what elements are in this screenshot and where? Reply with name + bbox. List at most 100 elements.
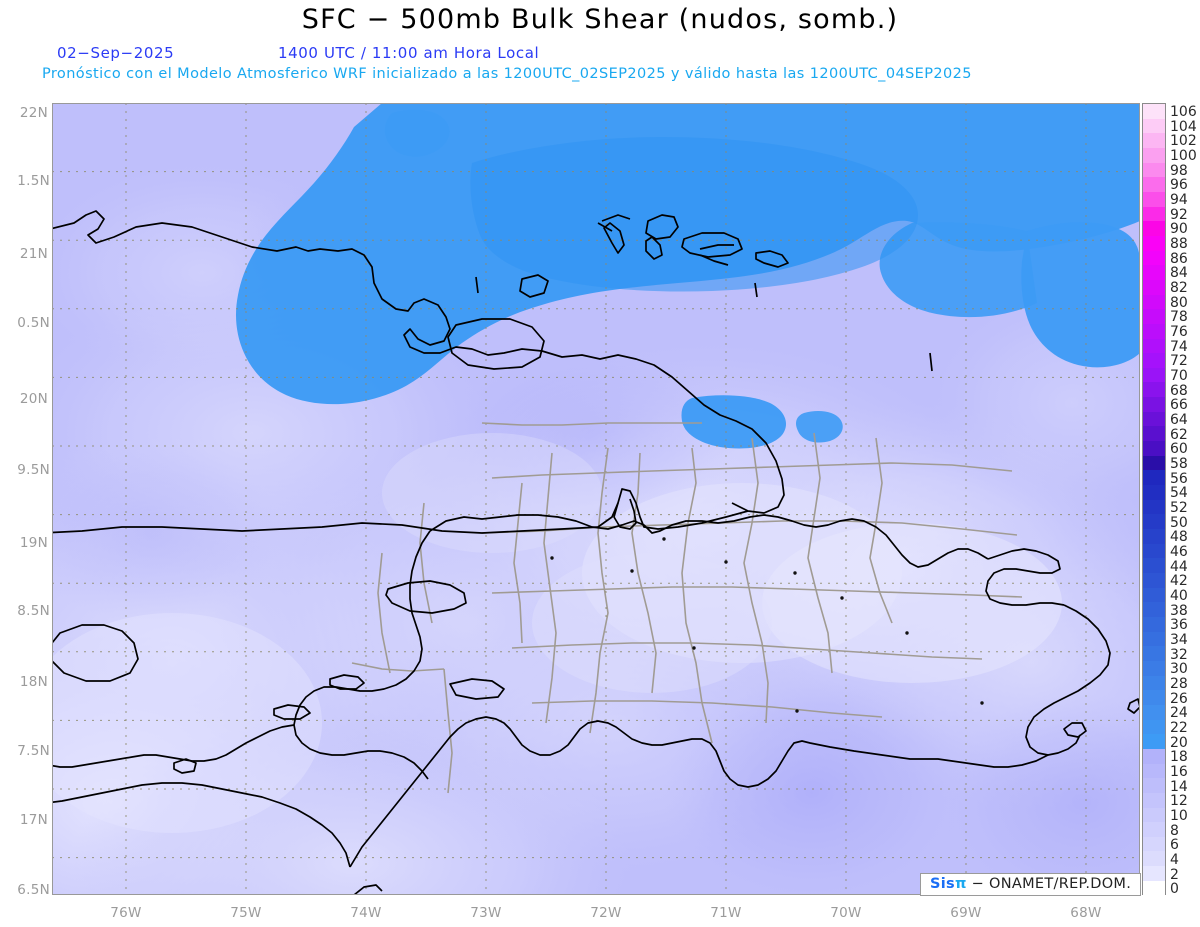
colorbar-cell [1143, 602, 1165, 617]
colorbar-cell [1143, 719, 1165, 735]
colorbar-cell [1143, 660, 1165, 676]
colorbar-cell [1143, 104, 1165, 119]
x-axis-label: 68W [1070, 905, 1102, 921]
colorbar-cell [1143, 690, 1165, 705]
colorbar-cell [1143, 177, 1165, 192]
colorbar-cell [1143, 426, 1165, 442]
colorbar-cell [1143, 748, 1165, 764]
colorbar[interactable] [1142, 103, 1166, 896]
colorbar-cell [1143, 529, 1165, 544]
colorbar-cell [1143, 279, 1165, 295]
colorbar-tick-label: 14 [1170, 778, 1188, 795]
x-axis-label: 69W [950, 905, 982, 921]
x-axis-label: 72W [590, 905, 622, 921]
x-axis-label: 76W [110, 905, 142, 921]
y-axis-label: 17N [19, 812, 48, 828]
page-title: SFC − 500mb Bulk Shear (nudos, somb.) [301, 4, 899, 35]
valid-time-label: 1400 UTC / 11:00 am Hora Local [278, 44, 540, 62]
colorbar-cell [1143, 734, 1165, 749]
colorbar-tick-label: 106 [1170, 104, 1197, 121]
run-date-label: 02−Sep−2025 [57, 44, 175, 62]
y-axis-label: 6.5N [17, 882, 50, 898]
colorbar-cell [1143, 338, 1165, 354]
logo-sis-text: Sis [930, 876, 955, 892]
colorbar-tick-label: 42 [1170, 573, 1188, 590]
model-description-label: Pronóstico con el Modelo Atmosferico WRF… [42, 66, 972, 82]
colorbar-cell [1143, 631, 1165, 647]
colorbar-tick-label: 72 [1170, 353, 1188, 370]
city-dots [550, 537, 984, 713]
colorbar-cell [1143, 704, 1165, 720]
colorbar-tick-label: 64 [1170, 412, 1188, 429]
y-axis-label: 0.5N [17, 315, 50, 331]
x-axis-label: 70W [830, 905, 862, 921]
colorbar-tick-label: 74 [1170, 338, 1188, 355]
colorbar-tick-label: 82 [1170, 280, 1188, 297]
colorbar-cell [1143, 221, 1165, 236]
colorbar-cell [1143, 411, 1165, 427]
colorbar-tick-label: 104 [1170, 118, 1197, 135]
colorbar-cell [1143, 880, 1165, 896]
colorbar-cell [1143, 147, 1165, 163]
y-axis-label: 7.5N [17, 743, 50, 759]
colorbar-tick-label: 30 [1170, 661, 1188, 678]
colorbar-cell [1143, 294, 1165, 310]
shading-layer [52, 103, 1140, 895]
header: SFC − 500mb Bulk Shear (nudos, somb.) 02… [0, 0, 1200, 95]
colorbar-cell [1143, 485, 1165, 500]
colorbar-cell [1143, 250, 1165, 266]
colorbar-cell [1143, 807, 1165, 823]
colorbar-tick-label: 70 [1170, 368, 1188, 385]
colorbar-tick-label: 102 [1170, 133, 1197, 150]
x-axis-label: 73W [470, 905, 502, 921]
colorbar-tick-label: 32 [1170, 646, 1188, 663]
colorbar-tick-label: 90 [1170, 221, 1188, 238]
weather-map[interactable] [52, 103, 1140, 895]
colorbar-tick-label: 34 [1170, 632, 1188, 649]
colorbar-cell [1143, 191, 1165, 207]
colorbar-cell [1143, 778, 1165, 793]
x-axis-label: 74W [350, 905, 382, 921]
colorbar-tick-label: 48 [1170, 529, 1188, 546]
colorbar-tick-label: 86 [1170, 250, 1188, 267]
coastlines [52, 210, 1140, 895]
y-axis-label: 8.5N [17, 603, 50, 619]
colorbar-tick-label: 28 [1170, 676, 1188, 693]
colorbar-cell [1143, 235, 1165, 251]
province-boundaries [351, 422, 1023, 794]
colorbar-cell [1143, 162, 1165, 178]
x-axis-label: 75W [230, 905, 262, 921]
colorbar-tick-label: 56 [1170, 470, 1188, 487]
colorbar-cell [1143, 206, 1165, 222]
colorbar-tick-label: 78 [1170, 309, 1188, 326]
colorbar-tick-label: 52 [1170, 500, 1188, 517]
agency-logo: Sisπ − ONAMET/REP.DOM. [920, 873, 1142, 896]
colorbar-cell [1143, 646, 1165, 661]
colorbar-cell [1143, 763, 1165, 779]
colorbar-tick-label: 10 [1170, 808, 1188, 825]
colorbar-tick-label: 8 [1170, 822, 1179, 839]
colorbar-cell [1143, 836, 1165, 852]
samana-blue-patch [681, 395, 786, 449]
colorbar-cell [1143, 133, 1165, 148]
colorbar-cell [1143, 866, 1165, 881]
colorbar-tick-label: 16 [1170, 764, 1188, 781]
colorbar-tick-label: 68 [1170, 382, 1188, 399]
colorbar-tick-label: 50 [1170, 514, 1188, 531]
colorbar-tick-label: 100 [1170, 148, 1197, 165]
logo-pi-glyph: π [954, 876, 967, 892]
y-axis-label: 20N [19, 391, 48, 407]
colorbar-cell [1143, 587, 1165, 603]
colorbar-tick-label: 24 [1170, 705, 1188, 722]
colorbar-tick-label: 40 [1170, 588, 1188, 605]
y-axis-label: 22N [19, 105, 48, 121]
colorbar-tick-label: 26 [1170, 690, 1188, 707]
colorbar-tick-label: 6 [1170, 837, 1179, 854]
colorbar-tick-label: 92 [1170, 206, 1188, 223]
logo-agency-text: − ONAMET/REP.DOM. [966, 876, 1132, 892]
colorbar-tick-label: 22 [1170, 720, 1188, 737]
colorbar-tick-label: 80 [1170, 294, 1188, 311]
eastern-shear-lobe [1021, 222, 1140, 368]
colorbar-cell [1143, 397, 1165, 412]
colorbar-tick-label: 46 [1170, 544, 1188, 561]
